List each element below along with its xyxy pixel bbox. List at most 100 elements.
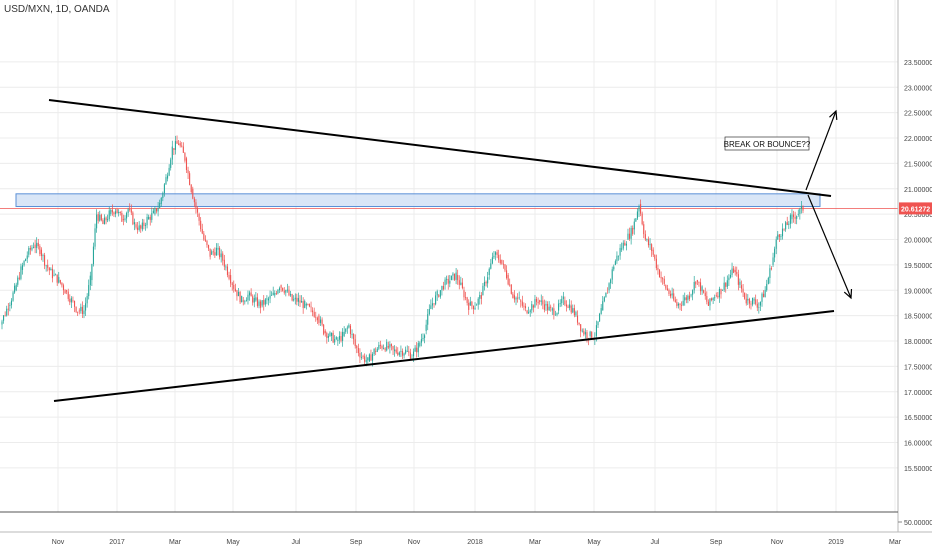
candle-up bbox=[569, 304, 571, 308]
candle-down bbox=[468, 302, 470, 310]
candle-down bbox=[416, 347, 418, 353]
time-tick-label: Nov bbox=[52, 539, 65, 546]
candle-down bbox=[706, 296, 708, 302]
candle-up bbox=[460, 282, 462, 285]
candle-down bbox=[542, 300, 544, 305]
candle-down bbox=[384, 348, 386, 351]
candle-down bbox=[734, 269, 736, 272]
time-tick-label: Sep bbox=[350, 539, 363, 546]
candle-down bbox=[370, 354, 372, 361]
candle-down bbox=[182, 146, 184, 153]
candle-up bbox=[751, 297, 754, 305]
candle-up bbox=[729, 274, 732, 278]
candle-up bbox=[528, 312, 530, 314]
candle-up bbox=[400, 351, 402, 352]
lower-trendline[interactable] bbox=[53, 310, 835, 402]
candle-down bbox=[644, 234, 646, 240]
candle-down bbox=[742, 288, 744, 293]
candle-up bbox=[758, 306, 760, 308]
candle-up bbox=[89, 275, 91, 286]
candle-up bbox=[151, 213, 153, 220]
candle-down bbox=[121, 213, 123, 222]
candle-up bbox=[301, 301, 303, 303]
candle-down bbox=[47, 264, 49, 268]
candle-up bbox=[21, 265, 24, 270]
bounce-arrow[interactable] bbox=[807, 194, 852, 299]
candle-up bbox=[45, 265, 47, 267]
candle-up bbox=[430, 305, 432, 310]
candle-down bbox=[34, 244, 36, 248]
candle-up bbox=[14, 285, 16, 293]
candle-up bbox=[622, 242, 624, 249]
candle-down bbox=[223, 259, 225, 267]
candle-up bbox=[494, 252, 497, 255]
candle-down bbox=[318, 315, 320, 323]
candle-up bbox=[386, 341, 388, 351]
candle-down bbox=[252, 296, 254, 303]
candle-up bbox=[297, 298, 299, 302]
candle-down bbox=[655, 258, 657, 269]
candle-down bbox=[763, 293, 765, 298]
candle-up bbox=[247, 294, 249, 301]
candle-up bbox=[389, 344, 391, 348]
candle-down bbox=[673, 293, 675, 300]
candle-down bbox=[69, 298, 71, 303]
candle-up bbox=[599, 314, 601, 322]
candle-up bbox=[10, 300, 13, 306]
candle-up bbox=[723, 282, 725, 290]
time-tick-label: Mar bbox=[889, 539, 902, 546]
candle-down bbox=[524, 306, 527, 309]
candle-down bbox=[105, 217, 107, 221]
last-price-badge bbox=[899, 202, 932, 215]
candle-up bbox=[439, 290, 441, 297]
candle-up bbox=[428, 309, 430, 315]
candle-down bbox=[453, 273, 456, 280]
candle-down bbox=[59, 280, 61, 283]
candle-up bbox=[692, 290, 694, 295]
break-arrow[interactable] bbox=[805, 110, 837, 191]
candle-down bbox=[586, 332, 588, 339]
price-tick-label: 17.50000 bbox=[904, 364, 932, 371]
candle-down bbox=[624, 242, 626, 246]
candle-down bbox=[654, 254, 656, 259]
candle-down bbox=[302, 301, 304, 308]
candle-down bbox=[737, 274, 739, 285]
time-tick-label: May bbox=[587, 539, 601, 546]
candle-up bbox=[237, 291, 240, 297]
candle-up bbox=[602, 301, 604, 311]
candle-down bbox=[116, 209, 118, 214]
volume-pane-label: 50.00000 bbox=[904, 520, 932, 527]
candle-up bbox=[334, 339, 336, 343]
candle-down bbox=[802, 205, 804, 211]
candle-up bbox=[781, 228, 784, 237]
candle-down bbox=[387, 346, 389, 348]
candle-up bbox=[630, 227, 632, 239]
candle-down bbox=[209, 248, 211, 257]
candle-up bbox=[726, 280, 728, 287]
candle-up bbox=[9, 305, 11, 306]
candle-up bbox=[435, 295, 437, 305]
annotation-box[interactable] bbox=[724, 136, 810, 151]
candle-down bbox=[792, 214, 795, 218]
candle-up bbox=[677, 303, 679, 306]
candle-up bbox=[160, 197, 162, 204]
candle-down bbox=[688, 295, 691, 300]
candle-down bbox=[66, 290, 68, 292]
upper-trendline[interactable] bbox=[48, 99, 832, 197]
candle-up bbox=[796, 216, 798, 219]
trendlines-layer bbox=[48, 99, 835, 402]
resistance-zone-layer bbox=[0, 193, 898, 209]
candle-down bbox=[660, 277, 662, 279]
candle-down bbox=[282, 287, 284, 291]
candle-down bbox=[307, 304, 309, 305]
candle-up bbox=[245, 300, 247, 302]
candle-down bbox=[748, 298, 750, 304]
candle-up bbox=[269, 295, 271, 299]
candle-up bbox=[774, 248, 776, 258]
candle-down bbox=[228, 274, 230, 279]
candle-up bbox=[70, 298, 72, 303]
candle-down bbox=[356, 346, 358, 349]
candle-up bbox=[55, 274, 57, 276]
